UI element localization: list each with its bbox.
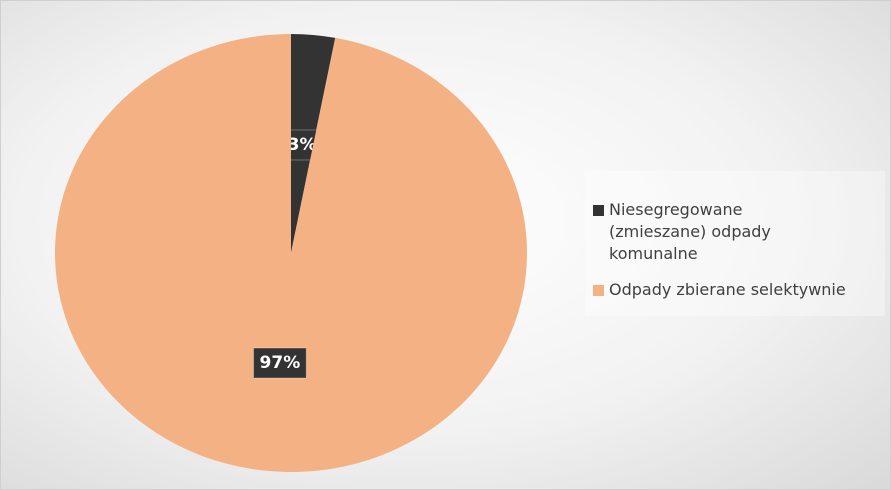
legend-swatch: [593, 205, 604, 216]
legend-entry: Odpady zbierane selektywnie: [593, 279, 877, 301]
value-label-box: [253, 347, 307, 379]
value-label: 97%: [260, 353, 301, 373]
legend-swatch: [593, 285, 604, 296]
value-label-group: 97%: [253, 347, 307, 379]
legend-label: Odpady zbierane selektywnie: [609, 280, 846, 299]
legend-entry: Niesegregowane (zmieszane) odpady komuna…: [593, 199, 877, 265]
legend-label: Niesegregowane (zmieszane) odpady komuna…: [609, 200, 771, 263]
pie-slice: [54, 34, 527, 473]
legend: Niesegregowane (zmieszane) odpady komuna…: [585, 171, 885, 316]
value-label: 3%: [288, 135, 317, 155]
